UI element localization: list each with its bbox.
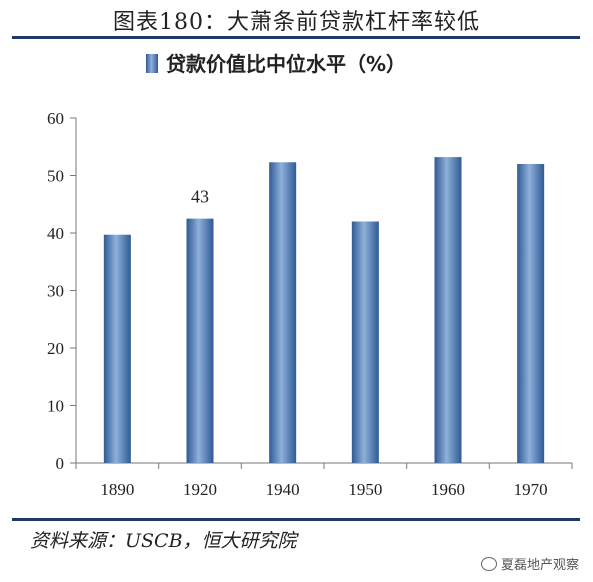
- bar-1890: [103, 234, 131, 463]
- y-tick-label: 60: [47, 109, 64, 128]
- bottom-rule: [12, 518, 580, 521]
- bar-chart: 贷款价值比中位水平（%） 0 10 20 30 40 50 60 1890 1920 1940 19…: [47, 52, 573, 499]
- watermark: 夏磊地产观察: [480, 554, 579, 573]
- watermark-text: 夏磊地产观察: [500, 558, 579, 573]
- y-tick-label: 40: [47, 224, 64, 243]
- source-note: 资料来源：USCB，恒大研究院: [30, 530, 297, 552]
- bar-1970: [517, 164, 545, 463]
- legend-swatch: [146, 54, 158, 73]
- y-tick-label: 50: [47, 167, 64, 186]
- data-label-1920: 43: [191, 187, 209, 207]
- y-tick-label: 10: [47, 397, 64, 416]
- y-tick-label: 0: [56, 454, 65, 473]
- legend-label: 贷款价值比中位水平（%）: [166, 52, 406, 76]
- y-tick-label: 30: [47, 282, 64, 301]
- x-tick-label: 1920: [183, 480, 217, 499]
- bar-1950: [351, 221, 379, 463]
- bar-1920: [186, 218, 214, 463]
- x-tick-label: 1960: [431, 480, 465, 499]
- x-tick-label: 1950: [348, 480, 382, 499]
- bar-1960: [434, 157, 462, 463]
- legend: 贷款价值比中位水平（%）: [146, 52, 406, 76]
- x-tick-label: 1940: [266, 480, 300, 499]
- x-tick-label: 1890: [100, 480, 134, 499]
- y-tick-label: 20: [47, 339, 64, 358]
- labels: 43: [191, 187, 209, 207]
- wechat-icon: [480, 556, 497, 571]
- figure-title: 图表180：大萧条前贷款杠杆率较低: [113, 10, 480, 35]
- bars: [103, 157, 545, 463]
- axes: 0 10 20 30 40 50 60 1890 1920 1940 1950 1960 1970: [47, 109, 573, 499]
- x-tick-label: 1970: [514, 480, 548, 499]
- top-rule: [12, 36, 580, 39]
- bar-1940: [269, 162, 297, 463]
